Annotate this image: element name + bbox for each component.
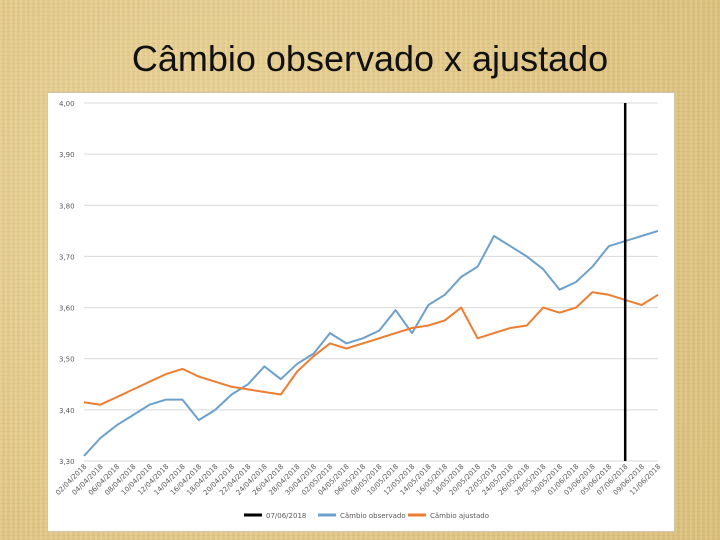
series-line-adjusted	[83, 291, 659, 406]
series-line-observed	[83, 229, 659, 457]
y-tick-label: 3,70	[59, 253, 75, 261]
y-tick-label: 3,60	[59, 305, 75, 313]
y-tick-label: 4,00	[59, 100, 75, 108]
legend-label: Câmbio observado	[340, 512, 406, 520]
chart-panel: 3,30 3,40 3,50 3,60 3,70 3,80 3,90 4,00 02/04/2…	[47, 92, 675, 532]
legend-label: 07/06/2018	[266, 512, 306, 520]
y-tick-label: 3,50	[59, 356, 75, 364]
legend: 07/06/2018 Câmbio observado Câmbio ajustad…	[244, 512, 489, 520]
x-axis-ticks: 02/04/201804/04/201806/04/201808/04/2018…	[54, 463, 662, 497]
y-tick-label: 3,80	[59, 202, 75, 210]
exchange-rate-line-chart: 3,30 3,40 3,50 3,60 3,70 3,80 3,90 4,00 02/04/2…	[54, 100, 662, 520]
gridlines	[84, 102, 658, 462]
y-tick-label: 3,90	[59, 151, 75, 159]
y-tick-label: 3,40	[59, 407, 75, 415]
y-axis-ticks: 3,30 3,40 3,50 3,60 3,70 3,80 3,90 4,00	[59, 100, 75, 466]
legend-label: Câmbio ajustado	[430, 512, 489, 520]
series-lines	[83, 229, 659, 457]
slide-title: Câmbio observado x ajustado	[131, 38, 609, 79]
y-tick-label: 3,30	[59, 458, 75, 466]
